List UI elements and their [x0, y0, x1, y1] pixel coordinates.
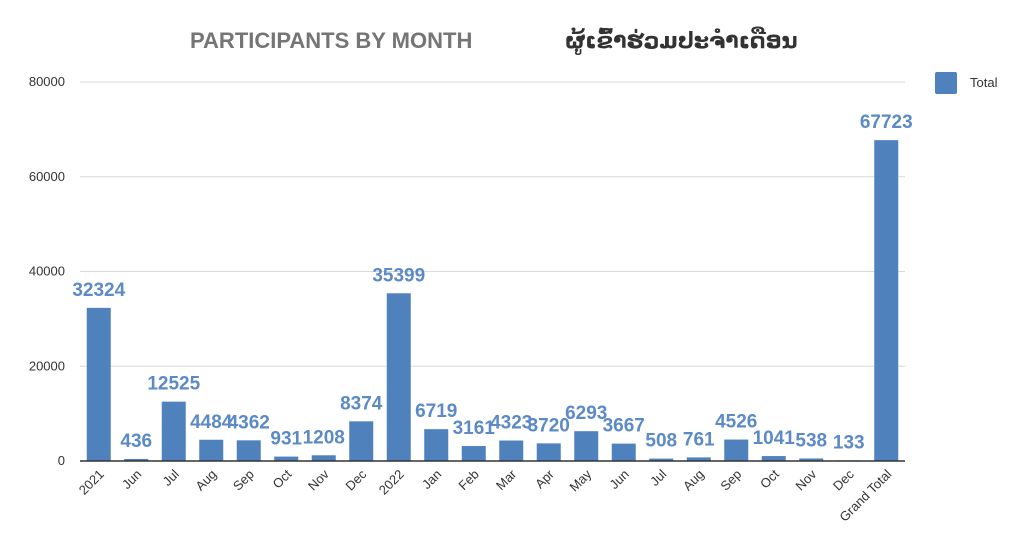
- bar: [499, 440, 524, 461]
- legend-swatch: [935, 72, 957, 94]
- y-axis-ticks: 0 20000 40000 60000 80000: [29, 74, 65, 468]
- bar: [574, 431, 599, 461]
- bar: [86, 307, 111, 461]
- data-label: 4323: [490, 413, 532, 434]
- y-tick-label: 60000: [29, 169, 65, 184]
- y-tick-label: 40000: [29, 264, 65, 279]
- bar: [199, 439, 224, 461]
- data-label: 931: [270, 429, 302, 450]
- legend: Total: [935, 72, 998, 94]
- x-tick-label: Jul: [160, 466, 182, 488]
- bar: [386, 293, 411, 461]
- x-tick-label: Dec: [342, 466, 369, 493]
- bar: [274, 456, 299, 461]
- data-label: 4526: [715, 412, 757, 433]
- x-tick-label: Sep: [717, 467, 744, 494]
- bar: [649, 458, 674, 461]
- bar: [311, 455, 336, 461]
- x-tick-label: 2021: [76, 467, 107, 498]
- bar: [461, 446, 486, 461]
- chart-title: PARTICIPANTS BY MONTH: [190, 28, 472, 53]
- data-label: 35399: [372, 265, 425, 286]
- x-tick-label: Aug: [680, 467, 707, 494]
- x-tick-label: Jan: [419, 467, 444, 492]
- data-label: 32324: [72, 280, 125, 301]
- y-tick-label: 80000: [29, 74, 65, 89]
- bar: [236, 440, 261, 461]
- bar: [124, 458, 149, 461]
- data-label: 761: [683, 429, 715, 450]
- x-tick-label: 2022: [376, 467, 407, 498]
- x-tick-label: Oct: [269, 466, 294, 491]
- x-tick-label: Jul: [647, 466, 669, 488]
- data-label: 4484: [190, 412, 233, 433]
- data-label: 1041: [753, 428, 796, 449]
- data-label: 133: [833, 432, 865, 453]
- x-tick-label: Nov: [305, 466, 332, 493]
- x-tick-label: Sep: [230, 467, 257, 494]
- data-label: 1208: [303, 427, 345, 448]
- bar: [724, 439, 749, 461]
- x-tick-label: Aug: [192, 467, 219, 494]
- data-label: 12525: [147, 374, 200, 395]
- bar: [349, 421, 374, 461]
- bar: [611, 443, 636, 461]
- bar: [161, 401, 186, 461]
- data-label: 3161: [453, 418, 496, 439]
- x-axis-ticks: 2021 Jun Jul Aug Sep Oct Nov Dec 2022 Jan Feb Mar Ap…: [76, 466, 895, 524]
- x-tick-label: Jun: [119, 467, 144, 492]
- bar: [799, 458, 824, 461]
- x-tick-label: Mar: [493, 466, 520, 493]
- data-label: 508: [645, 431, 677, 452]
- data-label: 6719: [415, 401, 457, 422]
- gridlines: [80, 81, 905, 367]
- chart-subtitle: ຜູ້ເຂົ້າຮ່ວມປະຈຳເດືອນ: [565, 27, 798, 55]
- y-tick-label: 20000: [29, 358, 65, 373]
- data-label: 6293: [565, 403, 607, 424]
- x-tick-label: Feb: [455, 467, 481, 493]
- x-tick-label: Nov: [792, 466, 819, 493]
- x-tick-label: Jun: [606, 467, 631, 492]
- x-tick-label: Apr: [532, 466, 557, 491]
- data-label: 67723: [860, 112, 913, 133]
- bar: [761, 456, 786, 461]
- bar: [424, 429, 449, 461]
- x-tick-label: Dec: [830, 466, 857, 493]
- data-label: 4362: [228, 412, 270, 433]
- x-tick-label: May: [566, 466, 594, 494]
- bar: [686, 457, 711, 461]
- data-label: 436: [120, 431, 152, 452]
- legend-label: Total: [970, 75, 998, 90]
- data-label: 538: [795, 430, 827, 451]
- bars: [86, 140, 899, 461]
- y-tick-label: 0: [58, 453, 65, 468]
- data-label: 3667: [603, 416, 645, 437]
- bar: [536, 443, 561, 461]
- data-label: 8374: [340, 393, 383, 414]
- bar: [874, 140, 899, 461]
- data-label: 3720: [528, 415, 570, 436]
- x-tick-label: Oct: [757, 466, 782, 491]
